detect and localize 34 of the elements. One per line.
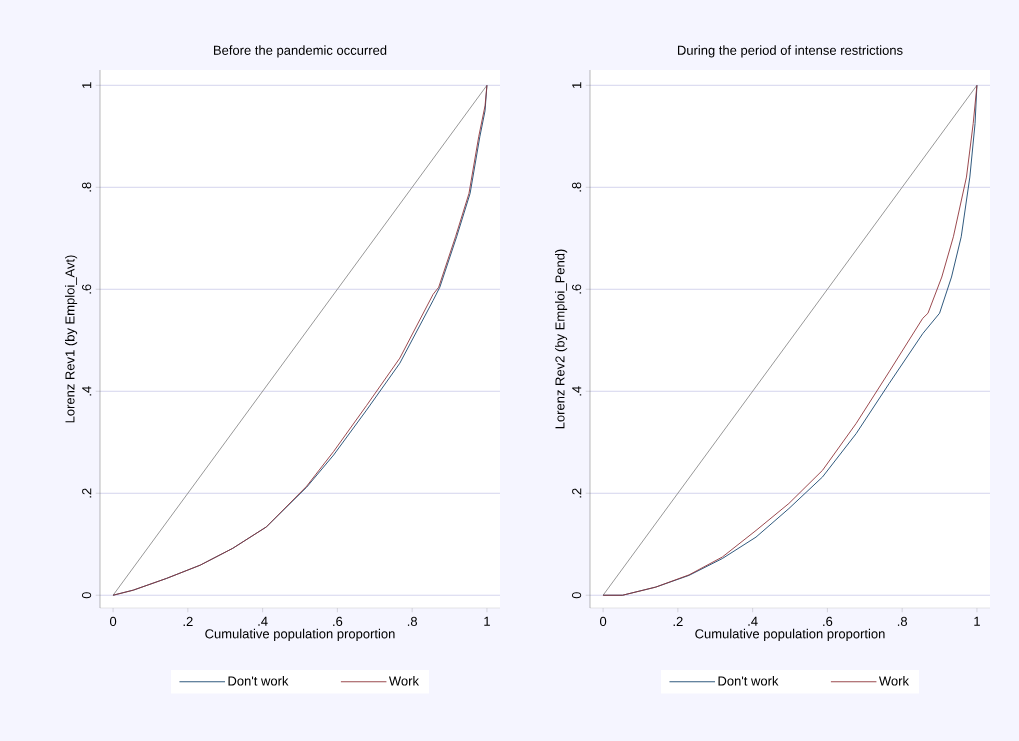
x-axis-title: Cumulative population proportion bbox=[695, 628, 885, 641]
chart-title: During the period of intense restrictions bbox=[677, 45, 903, 58]
y-tick-label: .8 bbox=[572, 182, 582, 192]
y-axis-title: Lorenz Rev1 (by Emploi_Avt) bbox=[65, 255, 78, 423]
x-tick-label: .4 bbox=[258, 616, 268, 626]
legend-label: Work bbox=[878, 676, 910, 686]
y-tick-label: .2 bbox=[572, 488, 582, 498]
chart-title: Before the pandemic occurred bbox=[213, 45, 387, 58]
legend-label: Don't work bbox=[228, 676, 289, 686]
y-tick-label: .6 bbox=[81, 284, 92, 294]
y-tick-label: 1 bbox=[82, 82, 92, 88]
y-tick-label: .4 bbox=[572, 386, 582, 396]
y-tick-label: 0 bbox=[81, 592, 92, 599]
x-tick-label: 1 bbox=[974, 616, 980, 626]
y-tick-label: .6 bbox=[572, 284, 582, 294]
x-tick-label: .6 bbox=[333, 616, 343, 626]
y-axis-title: Lorenz Rev2 (by Emploi_Pend) bbox=[555, 249, 568, 429]
legend-label: Don't work bbox=[718, 676, 779, 686]
legend-label: Work bbox=[388, 676, 419, 686]
x-tick-label: .8 bbox=[897, 616, 908, 626]
y-tick-label: 1 bbox=[572, 82, 582, 88]
y-tick-label: .2 bbox=[82, 488, 92, 498]
y-tick-label: .4 bbox=[82, 386, 92, 396]
y-tick-label: .8 bbox=[81, 182, 92, 192]
y-tick-label: 0 bbox=[572, 592, 582, 599]
x-tick-label: 0 bbox=[599, 616, 607, 626]
x-tick-label: .6 bbox=[823, 616, 833, 626]
x-tick-label: .8 bbox=[407, 616, 418, 626]
x-tick-label: 0 bbox=[109, 616, 117, 626]
x-tick-label: .2 bbox=[673, 616, 683, 626]
x-tick-label: .2 bbox=[183, 616, 193, 626]
x-tick-label: 1 bbox=[484, 616, 490, 626]
x-axis-title: Cumulative population proportion bbox=[205, 628, 395, 641]
x-tick-label: .4 bbox=[748, 616, 758, 626]
